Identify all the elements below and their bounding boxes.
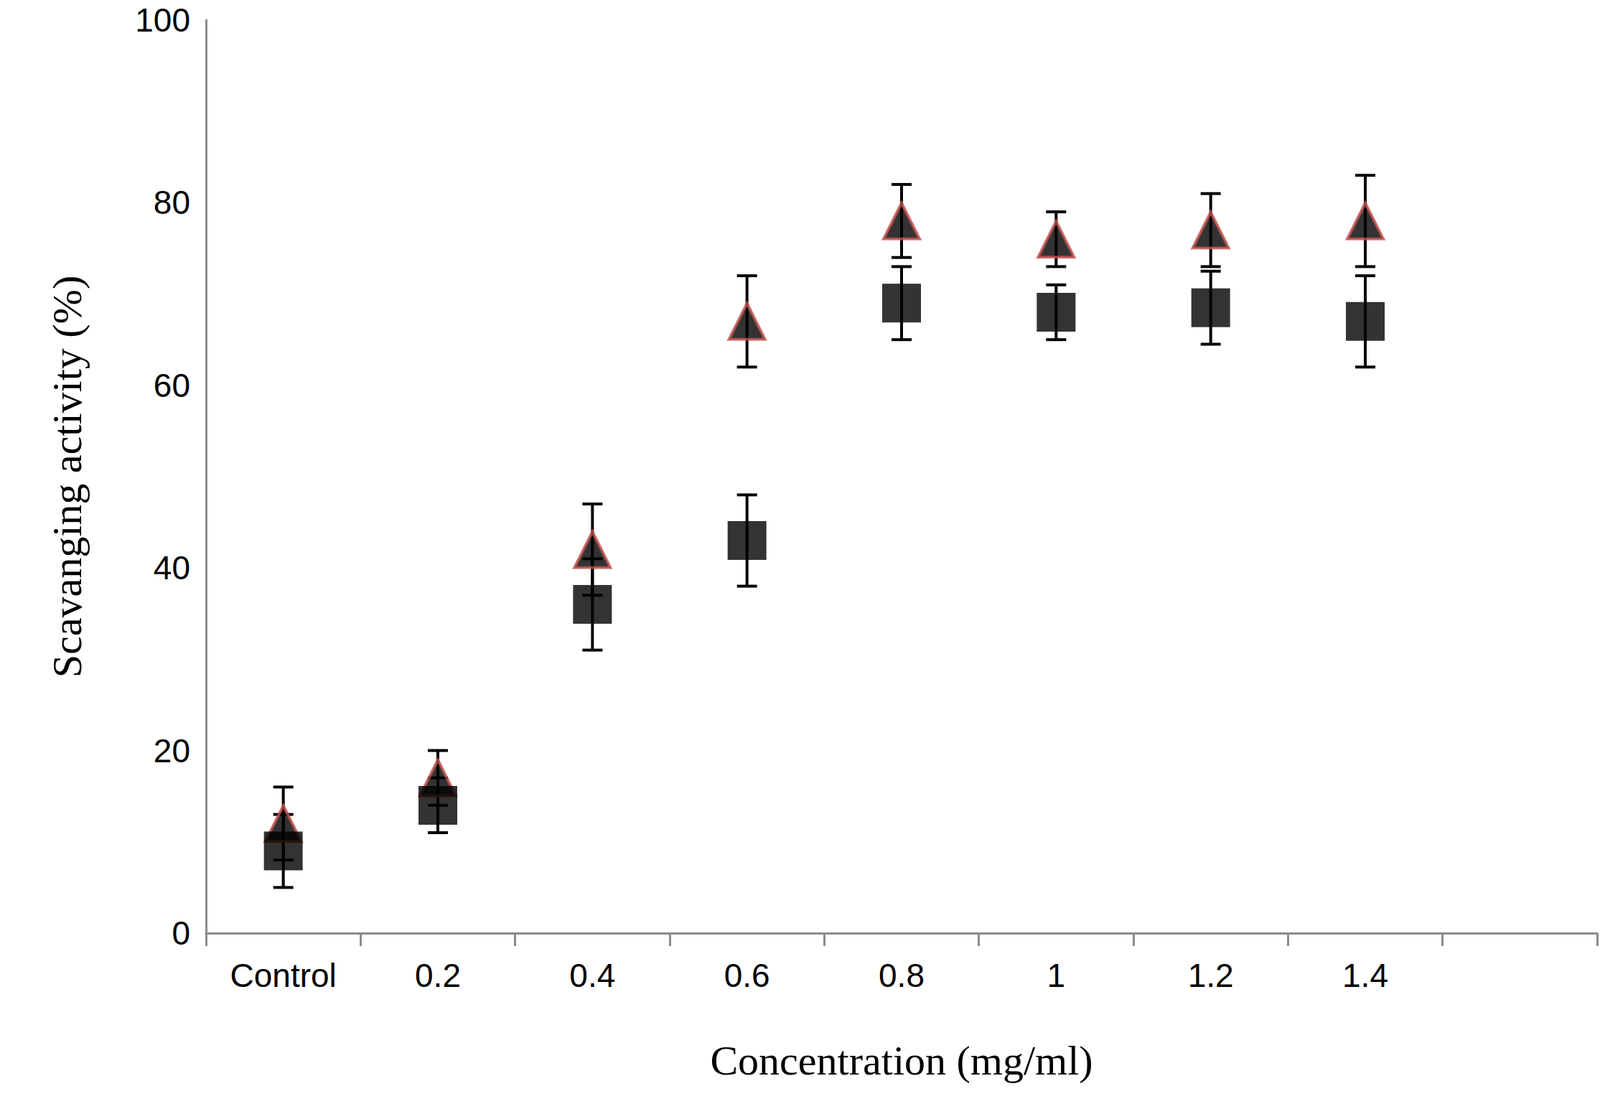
svg-text:0.4: 0.4	[569, 956, 616, 995]
svg-text:60: 60	[153, 366, 191, 405]
svg-text:1.2: 1.2	[1187, 956, 1234, 995]
svg-text:100: 100	[134, 1, 191, 39]
svg-text:20: 20	[153, 732, 191, 770]
svg-text:0: 0	[171, 914, 191, 952]
svg-text:80: 80	[153, 183, 191, 222]
svg-text:Scavanging activity (%): Scavanging activity (%)	[43, 275, 91, 679]
svg-text:40: 40	[153, 549, 191, 587]
svg-text:0.8: 0.8	[878, 956, 925, 995]
svg-text:Control: Control	[230, 956, 337, 995]
svg-text:0.2: 0.2	[414, 956, 461, 995]
svg-text:1: 1	[1047, 956, 1066, 995]
svg-text:0.6: 0.6	[724, 956, 771, 995]
svg-text:Concentration (mg/ml): Concentration (mg/ml)	[709, 1037, 1093, 1084]
svg-text:1.4: 1.4	[1342, 956, 1389, 995]
